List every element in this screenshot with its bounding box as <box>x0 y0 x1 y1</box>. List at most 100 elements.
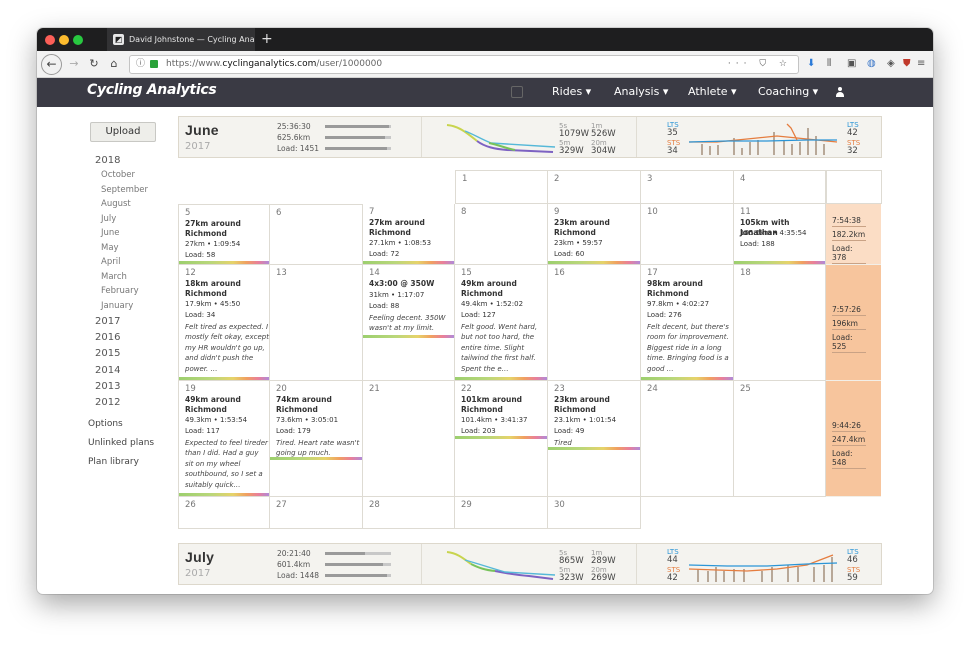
year-link[interactable]: 2012 <box>95 397 121 408</box>
close-window-button[interactable] <box>45 35 55 45</box>
day-cell[interactable]: 6 <box>270 204 363 265</box>
day-cell[interactable]: 10 <box>641 204 734 265</box>
month-link[interactable]: July <box>101 214 117 224</box>
month-link[interactable]: September <box>101 185 148 195</box>
nav-square-icon[interactable] <box>511 86 523 98</box>
nav-rides[interactable]: Rides ▾ <box>552 85 592 98</box>
month-link[interactable]: October <box>101 170 136 180</box>
month-link[interactable]: January <box>101 301 134 311</box>
ride-title[interactable]: 49km around Richmond <box>461 279 517 298</box>
sidebar-icon[interactable]: ▣ <box>847 58 857 69</box>
month-link[interactable]: April <box>101 257 121 267</box>
ride-title[interactable]: 23km around Richmond <box>554 395 610 414</box>
options-link[interactable]: Options <box>88 419 123 429</box>
day-cell[interactable]: 9 23km around Richmond 23km • 59:57 Load… <box>548 204 641 265</box>
ublock-icon[interactable]: ⛊ <box>903 58 911 69</box>
ride-title[interactable]: 18km around Richmond <box>185 279 241 298</box>
reload-icon[interactable]: ↻ <box>89 57 99 70</box>
nav-athlete[interactable]: Athlete ▾ <box>688 85 737 98</box>
day-cell[interactable]: 3 <box>641 170 734 204</box>
day-cell[interactable]: 22 101km around Richmond 101.4km • 3:41:… <box>455 381 548 497</box>
day-cell[interactable]: 7 27km around Richmond 27.1km • 1:08:53 … <box>363 204 455 265</box>
day-cell[interactable]: 27 <box>270 497 363 529</box>
day-cell[interactable]: 5 27km around Richmond 27km • 1:09:54 Lo… <box>178 204 270 265</box>
day-cell[interactable]: 11 105km with Jonathan 105.1km • 4:35:54… <box>734 204 826 265</box>
day-cell[interactable]: 24 <box>641 381 734 497</box>
menu-icon[interactable]: ≡ <box>917 58 926 69</box>
day-cell[interactable]: 1 <box>455 170 548 204</box>
day-cell[interactable]: 28 <box>363 497 455 529</box>
day-cell[interactable]: 21 <box>363 381 455 497</box>
day-cell[interactable]: 29 <box>455 497 548 529</box>
download-icon[interactable]: ⬇ <box>807 58 816 69</box>
day-cell[interactable]: 16 <box>548 265 641 381</box>
year-link[interactable]: 2016 <box>95 332 121 343</box>
year-link[interactable]: 2013 <box>95 381 121 392</box>
browser-tab[interactable]: ◩ David Johnstone — Cycling Ana <box>107 28 255 51</box>
day-cell[interactable]: 14 4x3:00 @ 350W 31km • 1:17:07 Load: 88… <box>363 265 455 381</box>
ride-title[interactable]: 101km around Richmond <box>461 395 523 414</box>
day-cell[interactable]: 25 <box>734 381 826 497</box>
unlinked-plans-link[interactable]: Unlinked plans <box>88 438 155 448</box>
ride-title[interactable]: 74km around Richmond <box>276 395 332 414</box>
day-cell[interactable]: 17 98km around Richmond 97.8km • 4:02:27… <box>641 265 734 381</box>
ride-title[interactable]: 98km around Richmond <box>647 279 703 298</box>
day-cell[interactable]: 4 <box>734 170 826 204</box>
ride-note: Tired. Heart rate wasn't going up much. <box>276 439 360 458</box>
ride-stats: 17.9km • 45:50 <box>185 300 241 308</box>
year-link[interactable]: 2015 <box>95 348 121 359</box>
year-link[interactable]: 2017 <box>95 316 121 327</box>
zoom-window-button[interactable] <box>73 35 83 45</box>
day-cell[interactable]: 23 23km around Richmond 23.1km • 1:01:54… <box>548 381 641 497</box>
year-link[interactable]: 2014 <box>95 365 121 376</box>
nav-coaching[interactable]: Coaching ▾ <box>758 85 819 98</box>
ride-title[interactable]: 27km around Richmond <box>369 218 425 237</box>
month-link[interactable]: February <box>101 286 139 296</box>
day-cell[interactable]: 26 <box>178 497 270 529</box>
day-cell[interactable]: 15 49km around Richmond 49.4km • 1:52:02… <box>455 265 548 381</box>
month-summary-july[interactable]: July 2017 20:21:40 601.4km Load: 1448 5s… <box>178 543 882 585</box>
ride-load: Load: 72 <box>369 250 400 258</box>
day-cell[interactable]: 13 <box>270 265 363 381</box>
day-cell[interactable]: 18 <box>734 265 826 381</box>
upload-button[interactable]: Upload <box>90 122 156 142</box>
back-arrow-icon[interactable]: ← <box>41 54 62 75</box>
user-icon[interactable] <box>835 87 845 97</box>
ride-title[interactable]: 4x3:00 @ 350W <box>369 279 435 288</box>
ride-title[interactable]: 27km around Richmond <box>185 219 241 238</box>
month-link[interactable]: June <box>101 228 120 238</box>
extension-shield-icon[interactable]: ◈ <box>887 58 895 69</box>
day-cell[interactable]: 8 <box>455 204 548 265</box>
week-summary: 7:57:26 196km Load: 525 <box>826 265 881 381</box>
address-bar[interactable]: ⓘ https://www.cyclinganalytics.com/user/… <box>129 55 799 74</box>
ride-title[interactable]: 49km around Richmond <box>185 395 241 414</box>
ride-title[interactable]: 105km with Jonathan <box>740 218 790 237</box>
month-link[interactable]: March <box>101 272 127 282</box>
new-tab-plus-icon[interactable]: + <box>261 31 273 47</box>
day-cell[interactable]: 12 18km around Richmond 17.9km • 45:50 L… <box>178 265 270 381</box>
day-cell[interactable]: 30 <box>548 497 641 529</box>
home-icon[interactable]: ⌂ <box>110 57 118 70</box>
month-distance: 601.4km <box>277 560 311 569</box>
day-cell[interactable]: 2 <box>548 170 641 204</box>
page-actions-icon[interactable]: ··· ⛉ ☆ <box>727 59 792 69</box>
week-summary: 7:54:38 182.2km Load: 378 <box>826 204 881 265</box>
app-logo[interactable]: Cycling Analytics <box>87 82 217 98</box>
zone-bar <box>548 261 640 264</box>
year-2018[interactable]: 2018 <box>95 155 121 166</box>
forward-arrow-icon[interactable]: → <box>69 57 79 70</box>
ride-note: Tired <box>554 439 572 447</box>
day-cell[interactable]: 19 49km around Richmond 49.3km • 1:53:54… <box>178 381 270 497</box>
nav-analysis[interactable]: Analysis ▾ <box>614 85 669 98</box>
month-link[interactable]: August <box>101 199 131 209</box>
library-icon[interactable]: ⫴ <box>827 58 832 69</box>
minimize-window-button[interactable] <box>59 35 69 45</box>
month-link[interactable]: May <box>101 243 119 253</box>
ride-title[interactable]: 23km around Richmond <box>554 218 610 237</box>
plan-library-link[interactable]: Plan library <box>88 457 139 467</box>
day-cell[interactable]: 20 74km around Richmond 73.6km • 3:05:01… <box>270 381 363 497</box>
info-icon[interactable]: ⓘ <box>136 59 146 69</box>
month-summary-june[interactable]: June 2017 25:36:30 625.6km Load: 1451 5s… <box>178 116 882 158</box>
week-summary-empty <box>826 170 882 204</box>
extension-globe-icon[interactable]: ◍ <box>867 58 876 69</box>
